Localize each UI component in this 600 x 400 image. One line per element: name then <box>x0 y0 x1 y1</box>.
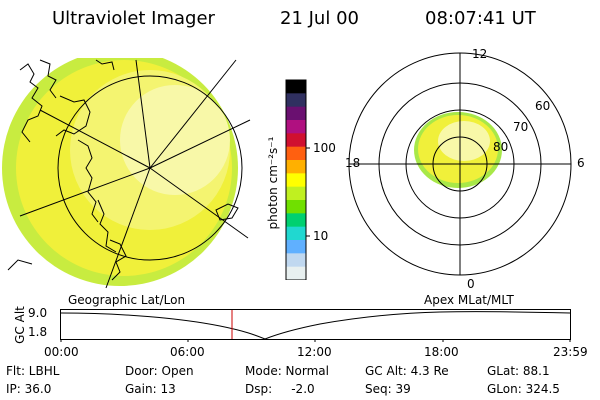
info-glat: GLat: 88.1 <box>487 364 550 378</box>
info-gain: Gain: 13 <box>125 382 176 396</box>
timeline-y-tick-low: 1.8 <box>28 325 48 339</box>
mlt-label-18: 18 <box>345 156 361 170</box>
info-mode: Mode: Normal <box>245 364 329 378</box>
timeline-x-tick-1200: 12:00 <box>297 345 332 359</box>
info-dsp: Dsp: -2.0 <box>245 382 315 396</box>
colorbar <box>285 79 310 280</box>
colorbar-stripe <box>286 80 306 94</box>
colorbar-stripe <box>286 93 306 108</box>
colorbar-stripe <box>286 173 306 188</box>
colorbar-stripe <box>286 226 306 241</box>
timeline-x-tick-0000: 00:00 <box>44 345 79 359</box>
timeline-y-tick-high: 9.0 <box>28 306 48 320</box>
altitude-curve <box>60 311 571 340</box>
timeline-plot <box>60 309 571 342</box>
info-seq: Seq: 39 <box>365 382 411 396</box>
mlat-label-70: 70 <box>513 120 529 134</box>
geographic-image <box>0 40 260 289</box>
colorbar-stripe <box>286 266 306 280</box>
timeline-x-tick-0600: 06:00 <box>170 345 205 359</box>
colorbar-stripe <box>286 106 306 121</box>
colorbar-stripe <box>286 213 306 228</box>
colorbar-stripe <box>286 146 306 161</box>
timeline-left-title: Geographic Lat/Lon <box>68 293 186 307</box>
colorbar-stripe <box>286 240 306 254</box>
colorbar-stripe <box>286 160 306 174</box>
timeline-x-tick-2359: 23:59 <box>553 345 588 359</box>
date-label: 21 Jul 00 <box>280 8 359 29</box>
timeline-y-axis-label: GC Alt <box>13 306 27 344</box>
info-gc-alt: GC Alt: 4.3 Re <box>365 364 449 378</box>
latitude-circle <box>57 75 243 261</box>
timeline-x-tick-1800: 18:00 <box>424 345 459 359</box>
info-ip: IP: 36.0 <box>6 382 52 396</box>
mlt-label-6: 6 <box>577 156 585 170</box>
colorbar-tick-100: 100 <box>313 141 336 155</box>
time-label: 08:07:41 UT <box>425 8 536 29</box>
info-glon: GLon: 324.5 <box>487 382 560 396</box>
mlat-label-80: 80 <box>493 140 509 154</box>
info-flt: Flt: LBHL <box>6 364 60 378</box>
colorbar-unit-label: photon cm⁻²s⁻¹ <box>266 136 280 230</box>
timeline-right-title: Apex MLat/MLT <box>424 293 514 307</box>
info-door: Door: Open <box>125 364 194 378</box>
colorbar-tick-10: 10 <box>313 229 329 243</box>
colorbar-stripe <box>286 120 306 134</box>
colorbar-stripe <box>286 200 306 214</box>
colorbar-stripe <box>286 133 306 148</box>
instrument-title: Ultraviolet Imager <box>52 8 215 29</box>
mlat-label-60: 60 <box>535 99 551 113</box>
mlt-label-12: 12 <box>472 47 488 61</box>
longitude-lines <box>19 59 251 289</box>
polar-plot <box>348 52 572 276</box>
colorbar-stripe <box>286 186 306 201</box>
colorbar-stripe <box>286 253 306 268</box>
coastlines <box>7 59 239 281</box>
mlt-label-0: 0 <box>467 277 475 291</box>
